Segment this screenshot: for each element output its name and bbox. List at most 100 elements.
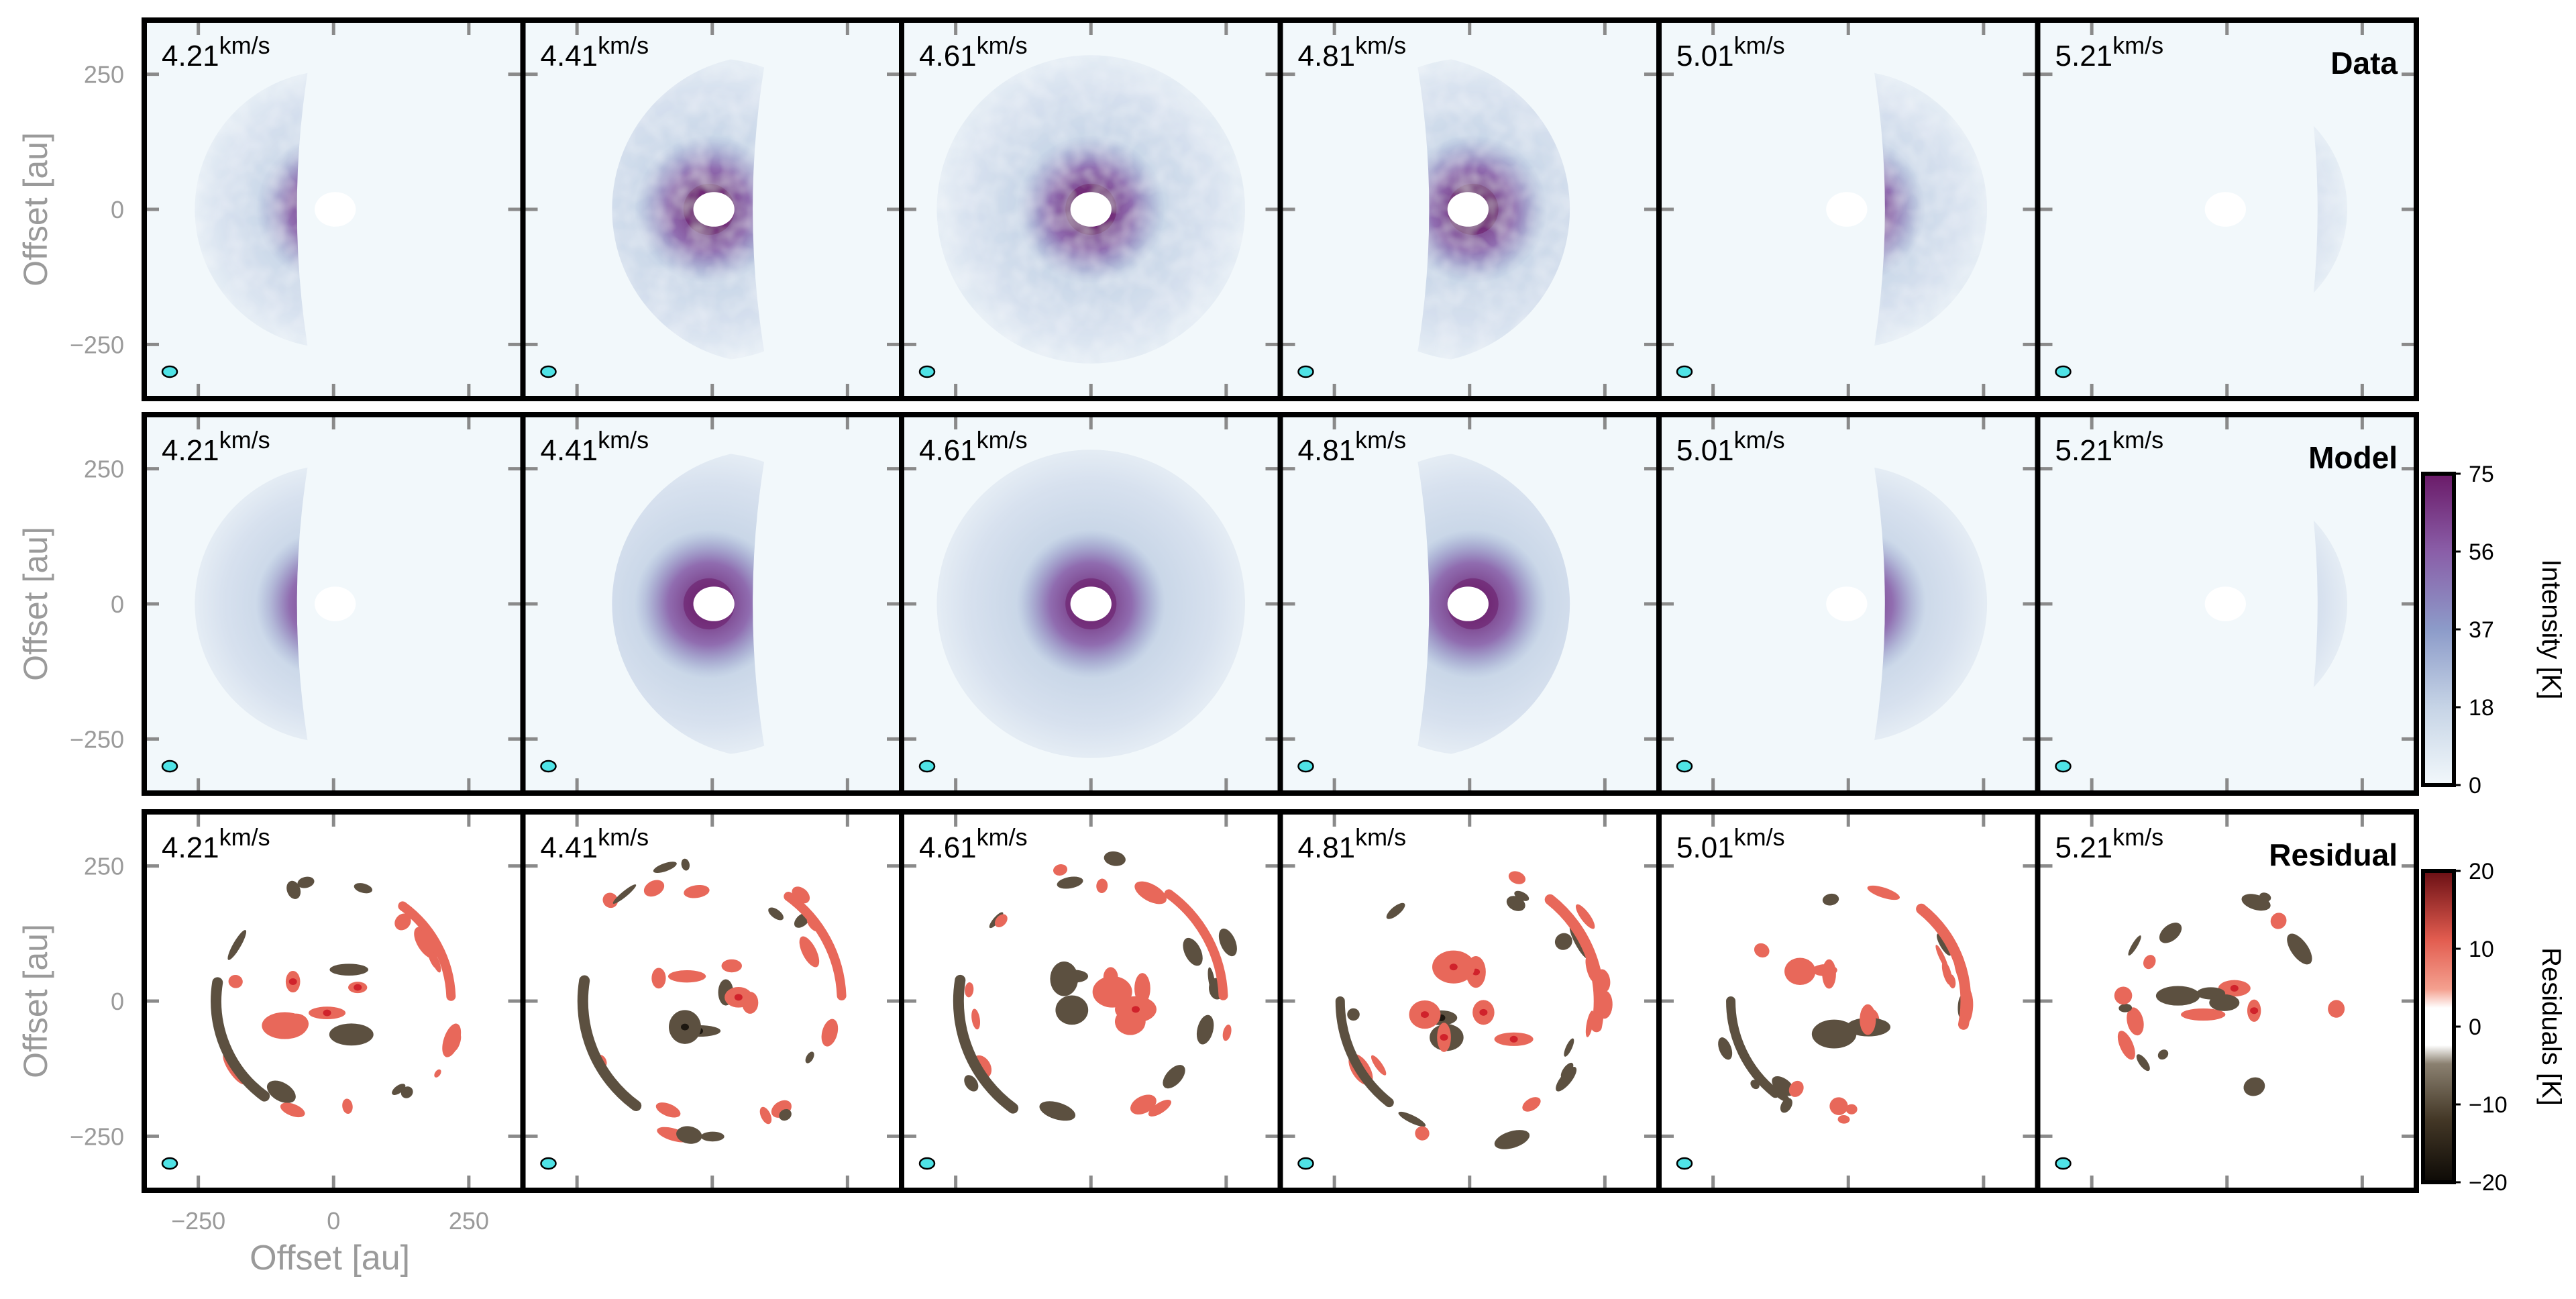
colorbar-label: Intensity [K] <box>2536 560 2566 700</box>
residual-positive-blob <box>1788 1080 1804 1097</box>
panel-frame <box>2035 17 2419 401</box>
velocity-label: 4.21km/s <box>162 32 270 72</box>
velocity-unit: km/s <box>977 823 1028 851</box>
y-axis-title: Offset [au] <box>17 132 54 287</box>
residual-positive-blob <box>821 1019 839 1047</box>
central-cavity <box>693 586 735 621</box>
central-cavity <box>1070 586 1112 621</box>
residual-positive-blob <box>759 1106 772 1125</box>
residual-positive-peak <box>1449 964 1458 971</box>
residual-positive-peak <box>288 978 297 986</box>
residual-positive-blob <box>1948 974 1956 989</box>
panel-residual-4.41: 4.41km/s <box>520 809 904 1193</box>
beam-ellipse <box>1676 1157 1693 1170</box>
residual-negative-blob <box>2155 986 2200 1006</box>
residual-negative-blob <box>2241 894 2271 911</box>
velocity-unit: km/s <box>977 426 1028 454</box>
residual-negative-blob <box>612 884 637 904</box>
row-label: Data <box>2330 46 2398 81</box>
panel-data-5.01: 5.01km/s <box>1656 17 2041 401</box>
panel-content <box>612 58 767 361</box>
residual-positive-blob <box>684 884 710 898</box>
y-tick-label: 250 <box>84 456 124 483</box>
panel-background <box>902 812 1281 1190</box>
residual-negative-blob <box>1556 1067 1577 1092</box>
residual-positive-blob <box>2270 913 2287 929</box>
x-tick-label: −250 <box>171 1207 225 1235</box>
residual-positive-blob <box>643 880 665 897</box>
residual-positive-blob <box>2328 1000 2345 1018</box>
velocity-label: 5.01km/s <box>1676 823 1785 864</box>
panel-residual-5.21: 5.21km/s Residual <box>2035 809 2419 1193</box>
residual-positive-blob <box>452 1033 462 1051</box>
central-cavity <box>1826 192 1868 227</box>
panel-residual-4.81: 4.81km/s <box>1277 809 1662 1193</box>
y-tick-label: 0 <box>111 590 124 618</box>
residual-arc <box>1335 996 1394 1108</box>
residual-negative-blob <box>2157 1049 2169 1060</box>
inner-crescent <box>256 135 311 284</box>
residual-negative-blob <box>1772 1076 1794 1096</box>
residual-positive-peak <box>2250 1007 2259 1015</box>
residual-positive-blob <box>1130 1094 1157 1115</box>
disc-body <box>195 70 311 348</box>
velocity-unit: km/s <box>1734 426 1785 454</box>
beam-ellipse <box>1297 1157 1314 1170</box>
residual-negative-peak <box>680 1023 689 1031</box>
velocity-value: 4.61 <box>919 40 977 72</box>
row-residual: 4.21km/s 4.41km/s 4.61km/s 4.81km/s 5.01km/s… <box>17 809 2566 1196</box>
panel-data-4.21: 4.21km/s <box>142 17 526 401</box>
panel-background <box>144 812 523 1190</box>
residual-positive-blob <box>651 968 666 989</box>
colorbar-tick-label: 0 <box>2469 773 2481 798</box>
velocity-label: 5.01km/s <box>1676 426 1785 467</box>
velocity-label: 4.41km/s <box>541 823 649 864</box>
y-tick-label: 250 <box>84 61 124 89</box>
residual-positive-blob <box>1134 973 1150 1004</box>
residual-negative-blob <box>1494 1130 1530 1149</box>
residual-negative-blob <box>2209 994 2240 1011</box>
velocity-label: 4.41km/s <box>541 32 649 72</box>
colorbar-tick-label: 18 <box>2469 695 2494 721</box>
row-model: 4.21km/s 4.41km/s 4.61km/s 4.81km/s 5.01km/s… <box>17 412 2566 798</box>
panel-content <box>1415 58 1570 361</box>
residual-negative-blob <box>2136 1054 2150 1072</box>
residual-positive-blob <box>228 974 243 988</box>
velocity-unit: km/s <box>598 32 649 59</box>
beam-ellipse <box>2055 365 2072 378</box>
velocity-value: 4.81 <box>1298 831 1356 864</box>
residual-negative-blob <box>392 1084 406 1095</box>
colorbar-tick-label: −20 <box>2469 1170 2508 1196</box>
residual-negative-blob <box>1811 1019 1857 1049</box>
residual-positive-peak <box>1131 1006 1140 1013</box>
residual-negative-blob <box>768 907 784 921</box>
residual-negative-blob <box>1386 902 1405 919</box>
panel-residual-4.61: 4.61km/s <box>899 809 1283 1193</box>
residual-arc <box>1726 996 1780 1098</box>
central-cavity <box>2204 586 2246 621</box>
inner-crescent <box>256 529 311 678</box>
beam-ellipse <box>1297 760 1314 773</box>
velocity-value: 4.81 <box>1298 40 1356 72</box>
central-cavity <box>315 586 356 621</box>
disc-emission <box>1871 70 1988 348</box>
residual-positive-blob <box>1092 976 1132 1008</box>
central-cavity <box>1447 192 1489 227</box>
panel-model-5.01: 5.01km/s <box>1656 412 2041 796</box>
residual-negative-blob <box>329 1023 374 1046</box>
colorbar-label: Residuals [K] <box>2536 947 2566 1106</box>
panel-content <box>2114 892 2345 1096</box>
velocity-unit: km/s <box>219 32 270 59</box>
residual-positive-blob <box>414 927 439 959</box>
velocity-unit: km/s <box>598 426 649 454</box>
panel-frame <box>2035 809 2419 1193</box>
residual-negative-blob <box>700 1131 724 1142</box>
residual-negative-blob <box>297 876 315 888</box>
residual-negative-blob <box>2118 1004 2133 1012</box>
panel-frame <box>2035 412 2419 796</box>
panel-content <box>2204 89 2348 330</box>
row-data: 4.21km/s 4.41km/s 4.61 km/s 4.81 km/s 5.01km/s… <box>17 17 2419 401</box>
beam-ellipse <box>918 760 936 773</box>
